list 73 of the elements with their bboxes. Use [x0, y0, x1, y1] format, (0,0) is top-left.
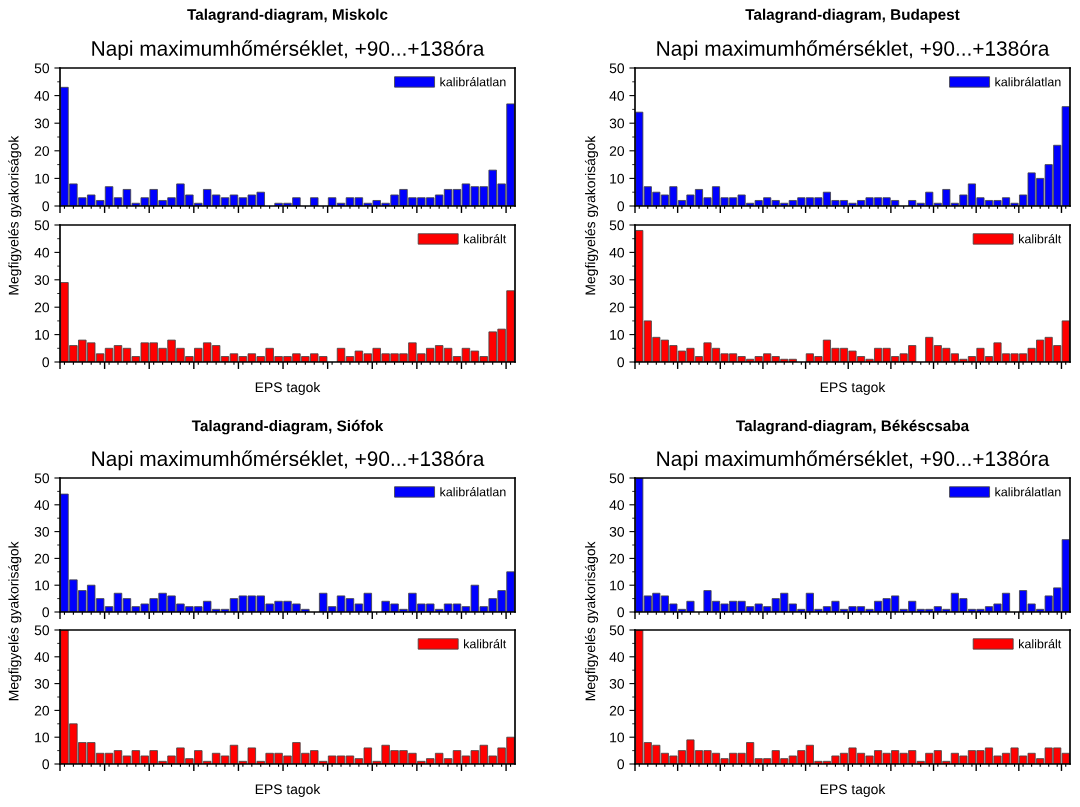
y-tick-label: 40 [609, 652, 625, 662]
chart-title: Talagrand-diagram, Miskolc [187, 8, 388, 23]
y-axis-title: Megfigyelés gyakoriságok [8, 541, 22, 701]
y-axis-title: Megfigyelés gyakoriságok [584, 541, 599, 701]
y-tick-label: 20 [609, 146, 625, 156]
y-tick-label: 20 [609, 705, 625, 716]
y-tick-label: 0 [42, 607, 50, 618]
y-tick-label: 0 [42, 201, 50, 212]
y-tick-label: 50 [609, 63, 625, 74]
y-tick-label: 0 [617, 607, 625, 618]
chart-title: Talagrand-diagram, Békéscsaba [736, 419, 970, 435]
y-axis-title: Megfigyelés gyakoriságok [8, 135, 22, 295]
legend-label: kalibrált [1019, 234, 1062, 244]
y-tick-label: 0 [617, 357, 625, 368]
chart-subtitle: Napi maximumhőmérséklet, +90...+138óra [657, 40, 1050, 60]
y-tick-label: 0 [42, 759, 50, 770]
legend-label: kalibrálatlan [440, 77, 506, 87]
y-tick-label: 10 [35, 732, 50, 743]
y-tick-label: 10 [610, 173, 625, 184]
y-tick-label: 30 [34, 526, 50, 537]
bar [310, 197, 319, 206]
y-tick-label: 10 [35, 580, 50, 591]
y-tick-label: 20 [34, 302, 50, 313]
y-tick-label: 40 [34, 652, 50, 662]
y-tick-label: 30 [609, 526, 625, 537]
y-tick-label: 50 [609, 625, 625, 636]
chart-subtitle: Napi maximumhőmérséklet, +90...+138óra [92, 450, 485, 471]
y-tick-label: 30 [34, 678, 50, 689]
y-tick-label: 20 [34, 553, 50, 564]
y-tick-label: 40 [609, 90, 625, 101]
y-tick-label: 40 [609, 247, 625, 258]
y-tick-label: 20 [34, 705, 50, 716]
y-tick-label: 20 [609, 553, 625, 564]
y-tick-label: 50 [34, 473, 50, 484]
y-tick-label: 0 [617, 759, 625, 770]
chart-title: Talagrand-diagram, Siófok [191, 419, 384, 435]
y-tick-label: 30 [609, 118, 625, 129]
y-axis-title: Megfigyelés gyakoriságok [584, 135, 599, 295]
y-tick-label: 50 [34, 220, 50, 231]
legend-label: kalibrálatlan [440, 487, 506, 497]
legend-label: kalibrálatlan [995, 77, 1061, 87]
x-axis-title: EPS tagok [255, 382, 321, 395]
legend-label: kalibrált [464, 234, 507, 244]
legend-label: kalibrált [464, 639, 507, 649]
y-tick-label: 40 [609, 500, 625, 510]
chart-title: Talagrand-diagram, Budapest [745, 8, 960, 23]
x-axis-title: EPS tagok [820, 382, 886, 395]
y-tick-label: 10 [610, 329, 625, 340]
y-tick-label: 50 [609, 473, 625, 484]
chart-subtitle: Napi maximumhőmérséklet, +90...+138óra [92, 40, 485, 60]
legend-label: kalibrálatlan [995, 487, 1061, 497]
y-tick-label: 10 [610, 580, 625, 591]
y-tick-label: 30 [609, 678, 625, 689]
y-tick-label: 40 [34, 90, 50, 101]
chart-subtitle: Napi maximumhőmérséklet, +90...+138óra [657, 450, 1050, 471]
y-tick-label: 40 [34, 247, 50, 258]
y-tick-label: 30 [34, 118, 50, 129]
x-axis-title: EPS tagok [255, 784, 321, 797]
y-tick-label: 10 [35, 173, 50, 184]
legend-label: kalibrált [1019, 639, 1062, 649]
y-tick-label: 0 [42, 357, 50, 368]
y-tick-label: 30 [609, 275, 625, 285]
x-axis-title: EPS tagok [820, 784, 886, 797]
y-tick-label: 50 [34, 63, 50, 74]
y-tick-label: 50 [609, 220, 625, 231]
y-tick-label: 10 [35, 329, 50, 340]
y-tick-label: 30 [34, 275, 50, 285]
y-tick-label: 20 [609, 302, 625, 313]
y-tick-label: 20 [34, 146, 50, 156]
y-tick-label: 50 [34, 625, 50, 636]
y-tick-label: 40 [34, 500, 50, 510]
y-tick-label: 10 [610, 732, 625, 743]
y-tick-label: 0 [617, 201, 625, 212]
